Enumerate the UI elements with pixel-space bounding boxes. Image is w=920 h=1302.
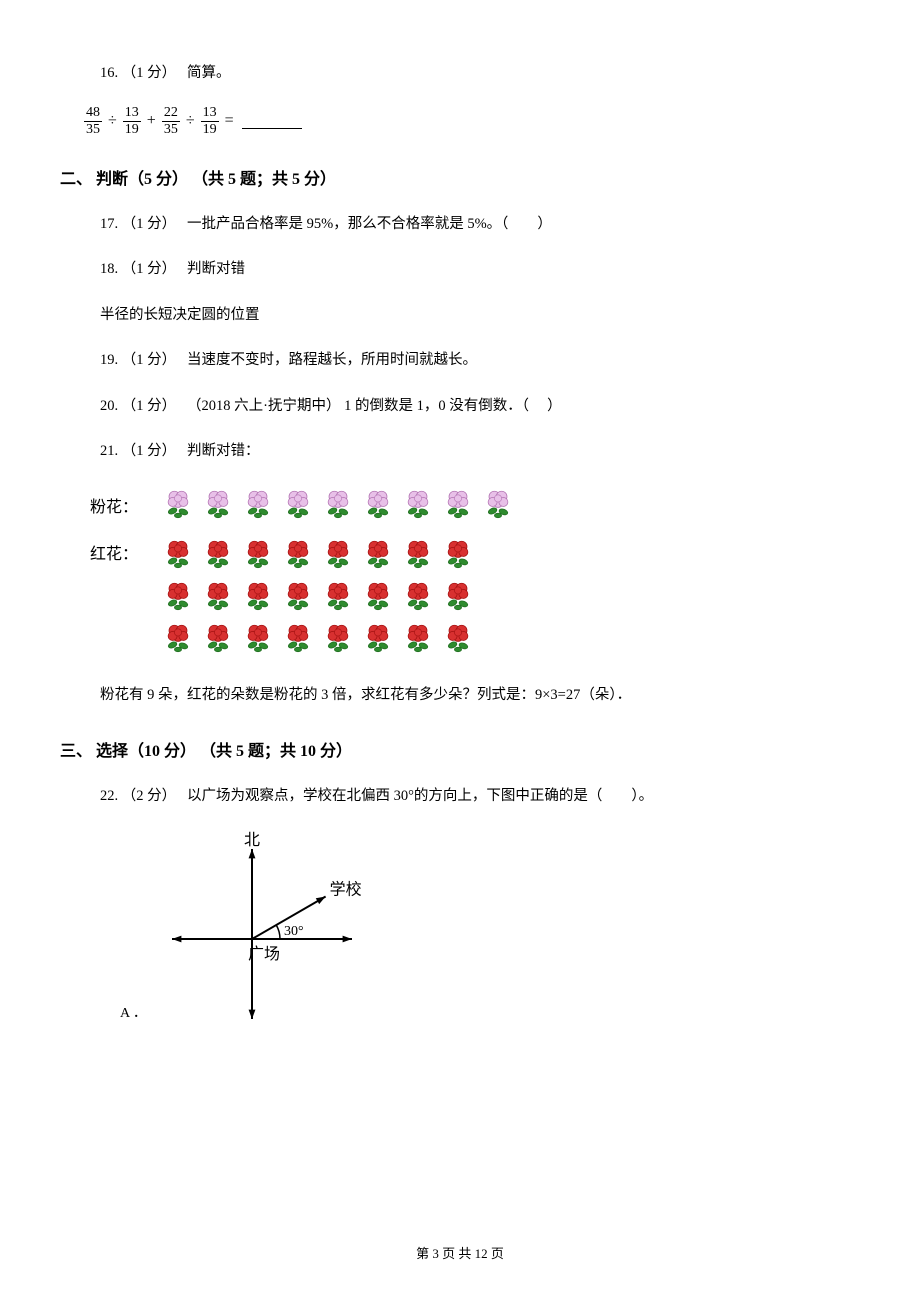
q19-points: （1 分）: [122, 352, 176, 368]
exam-page: 16. （1 分） 简算。 48 35 ÷ 13 19 + 22 35 ÷ 13…: [0, 0, 920, 1302]
q22-text: 以广场为观察点，学校在北偏西 30°的方向上，下图中正确的是（ ）。: [187, 788, 653, 804]
red-flower-icon: [200, 534, 236, 570]
red-flower-icon: [320, 576, 356, 612]
q16-expression: 48 35 ÷ 13 19 + 22 35 ÷ 13 19 =: [60, 106, 840, 137]
question-20: 20. （1 分） （2018 六上·抚宁期中） 1 的倒数是 1，0 没有倒数…: [60, 393, 840, 421]
red-flower-icon: [200, 576, 236, 612]
red-label: 红花：: [90, 534, 160, 564]
q19-number: 19.: [100, 352, 118, 368]
red-flower-icon: [240, 576, 276, 612]
red-flower-icon: [440, 534, 476, 570]
op-div-2: ÷: [184, 112, 197, 130]
svg-text:北: 北: [244, 831, 260, 849]
option-a-label: A ．: [120, 1002, 150, 1034]
q21-points: （1 分）: [122, 443, 176, 459]
question-22: 22. （2 分） 以广场为观察点，学校在北偏西 30°的方向上，下图中正确的是…: [60, 783, 840, 811]
red-flower-icon: [200, 618, 236, 654]
fraction-2: 13 19: [123, 106, 141, 137]
q17-text: 一批产品合格率是 95%，那么不合格率就是 5%。（ ）: [187, 216, 552, 232]
pink-flower-icon: [480, 484, 516, 520]
svg-text:30°: 30°: [284, 924, 304, 939]
red-flower-icon: [160, 534, 196, 570]
q20-meta: （2018 六上·抚宁期中）: [187, 398, 340, 414]
q16-points: （1 分）: [122, 65, 176, 81]
fraction-3: 22 35: [162, 106, 180, 137]
q18-points: （1 分）: [122, 261, 176, 277]
red-flower-icon: [360, 534, 396, 570]
q18-number: 18.: [100, 261, 118, 277]
op-div-1: ÷: [106, 112, 119, 130]
op-eq: =: [223, 112, 236, 130]
q20-number: 20.: [100, 398, 118, 414]
fraction-4: 13 19: [201, 106, 219, 137]
q22-number: 22.: [100, 788, 118, 804]
question-16: 16. （1 分） 简算。: [60, 60, 840, 88]
red-flower-icon: [320, 618, 356, 654]
red-flower-icon: [320, 534, 356, 570]
page-footer: 第 3 页 共 12 页: [0, 1243, 920, 1262]
pink-flower-icon: [320, 484, 356, 520]
question-18-sub: 半径的长短决定圆的位置: [60, 302, 840, 330]
red-flower-icon: [240, 534, 276, 570]
q22-option-a: A ． 北 学校 30° 广场: [120, 829, 840, 1034]
red-flower-subrow: [160, 534, 480, 570]
pink-flower-row: 粉花：: [90, 484, 840, 526]
q20-points: （1 分）: [122, 398, 176, 414]
question-17: 17. （1 分） 一批产品合格率是 95%，那么不合格率就是 5%。（ ）: [60, 211, 840, 239]
q18-text: 判断对错: [187, 261, 245, 277]
pink-flowers: [160, 484, 520, 520]
question-21: 21. （1 分） 判断对错：: [60, 438, 840, 466]
q21-number: 21.: [100, 443, 118, 459]
q20-text: 1 的倒数是 1，0 没有倒数．（ ）: [344, 398, 562, 414]
pink-label: 粉花：: [90, 493, 160, 517]
svg-text:广场: 广场: [248, 945, 280, 963]
red-flowers: [160, 534, 480, 660]
red-flower-icon: [280, 576, 316, 612]
q21-text: 判断对错：: [187, 443, 260, 459]
direction-diagram: 北 学校 30° 广场: [162, 829, 382, 1034]
pink-flower-icon: [200, 484, 236, 520]
pink-flower-icon: [240, 484, 276, 520]
op-plus: +: [145, 112, 158, 130]
red-flower-icon: [160, 576, 196, 612]
pink-flower-icon: [360, 484, 396, 520]
red-flower-icon: [440, 618, 476, 654]
section-2-heading: 二、 判断（5 分） （共 5 题；共 5 分）: [60, 165, 840, 189]
question-19: 19. （1 分） 当速度不变时，路程越长，所用时间就越长。: [60, 347, 840, 375]
answer-blank[interactable]: [242, 114, 302, 129]
pink-flower-icon: [440, 484, 476, 520]
fraction-1: 48 35: [84, 106, 102, 137]
question-18: 18. （1 分） 判断对错: [60, 256, 840, 284]
q16-title: 简算。: [187, 65, 231, 81]
section-3-heading: 三、 选择（10 分） （共 5 题；共 10 分）: [60, 737, 840, 761]
red-flower-icon: [160, 618, 196, 654]
red-flower-icon: [440, 576, 476, 612]
pink-flower-icon: [280, 484, 316, 520]
q22-points: （2 分）: [122, 788, 176, 804]
q19-text: 当速度不变时，路程越长，所用时间就越长。: [187, 352, 477, 368]
red-flower-subrow: [160, 576, 480, 612]
red-flower-icon: [400, 576, 436, 612]
red-flower-icon: [360, 618, 396, 654]
red-flower-subrow: [160, 618, 480, 654]
red-flower-icon: [400, 618, 436, 654]
q21-conclusion: 粉花有 9 朵，红花的朵数是粉花的 3 倍，求红花有多少朵？列式是：9×3=27…: [60, 682, 840, 710]
red-flower-icon: [400, 534, 436, 570]
pink-flower-icon: [400, 484, 436, 520]
svg-text:学校: 学校: [330, 880, 362, 898]
q17-points: （1 分）: [122, 216, 176, 232]
flower-diagram: 粉花：: [60, 484, 840, 660]
pink-flower-icon: [160, 484, 196, 520]
red-flower-icon: [360, 576, 396, 612]
red-flower-block: 红花：: [90, 534, 840, 660]
red-flower-icon: [280, 618, 316, 654]
q17-number: 17.: [100, 216, 118, 232]
red-flower-icon: [280, 534, 316, 570]
q16-number: 16.: [100, 65, 118, 81]
red-flower-icon: [240, 618, 276, 654]
